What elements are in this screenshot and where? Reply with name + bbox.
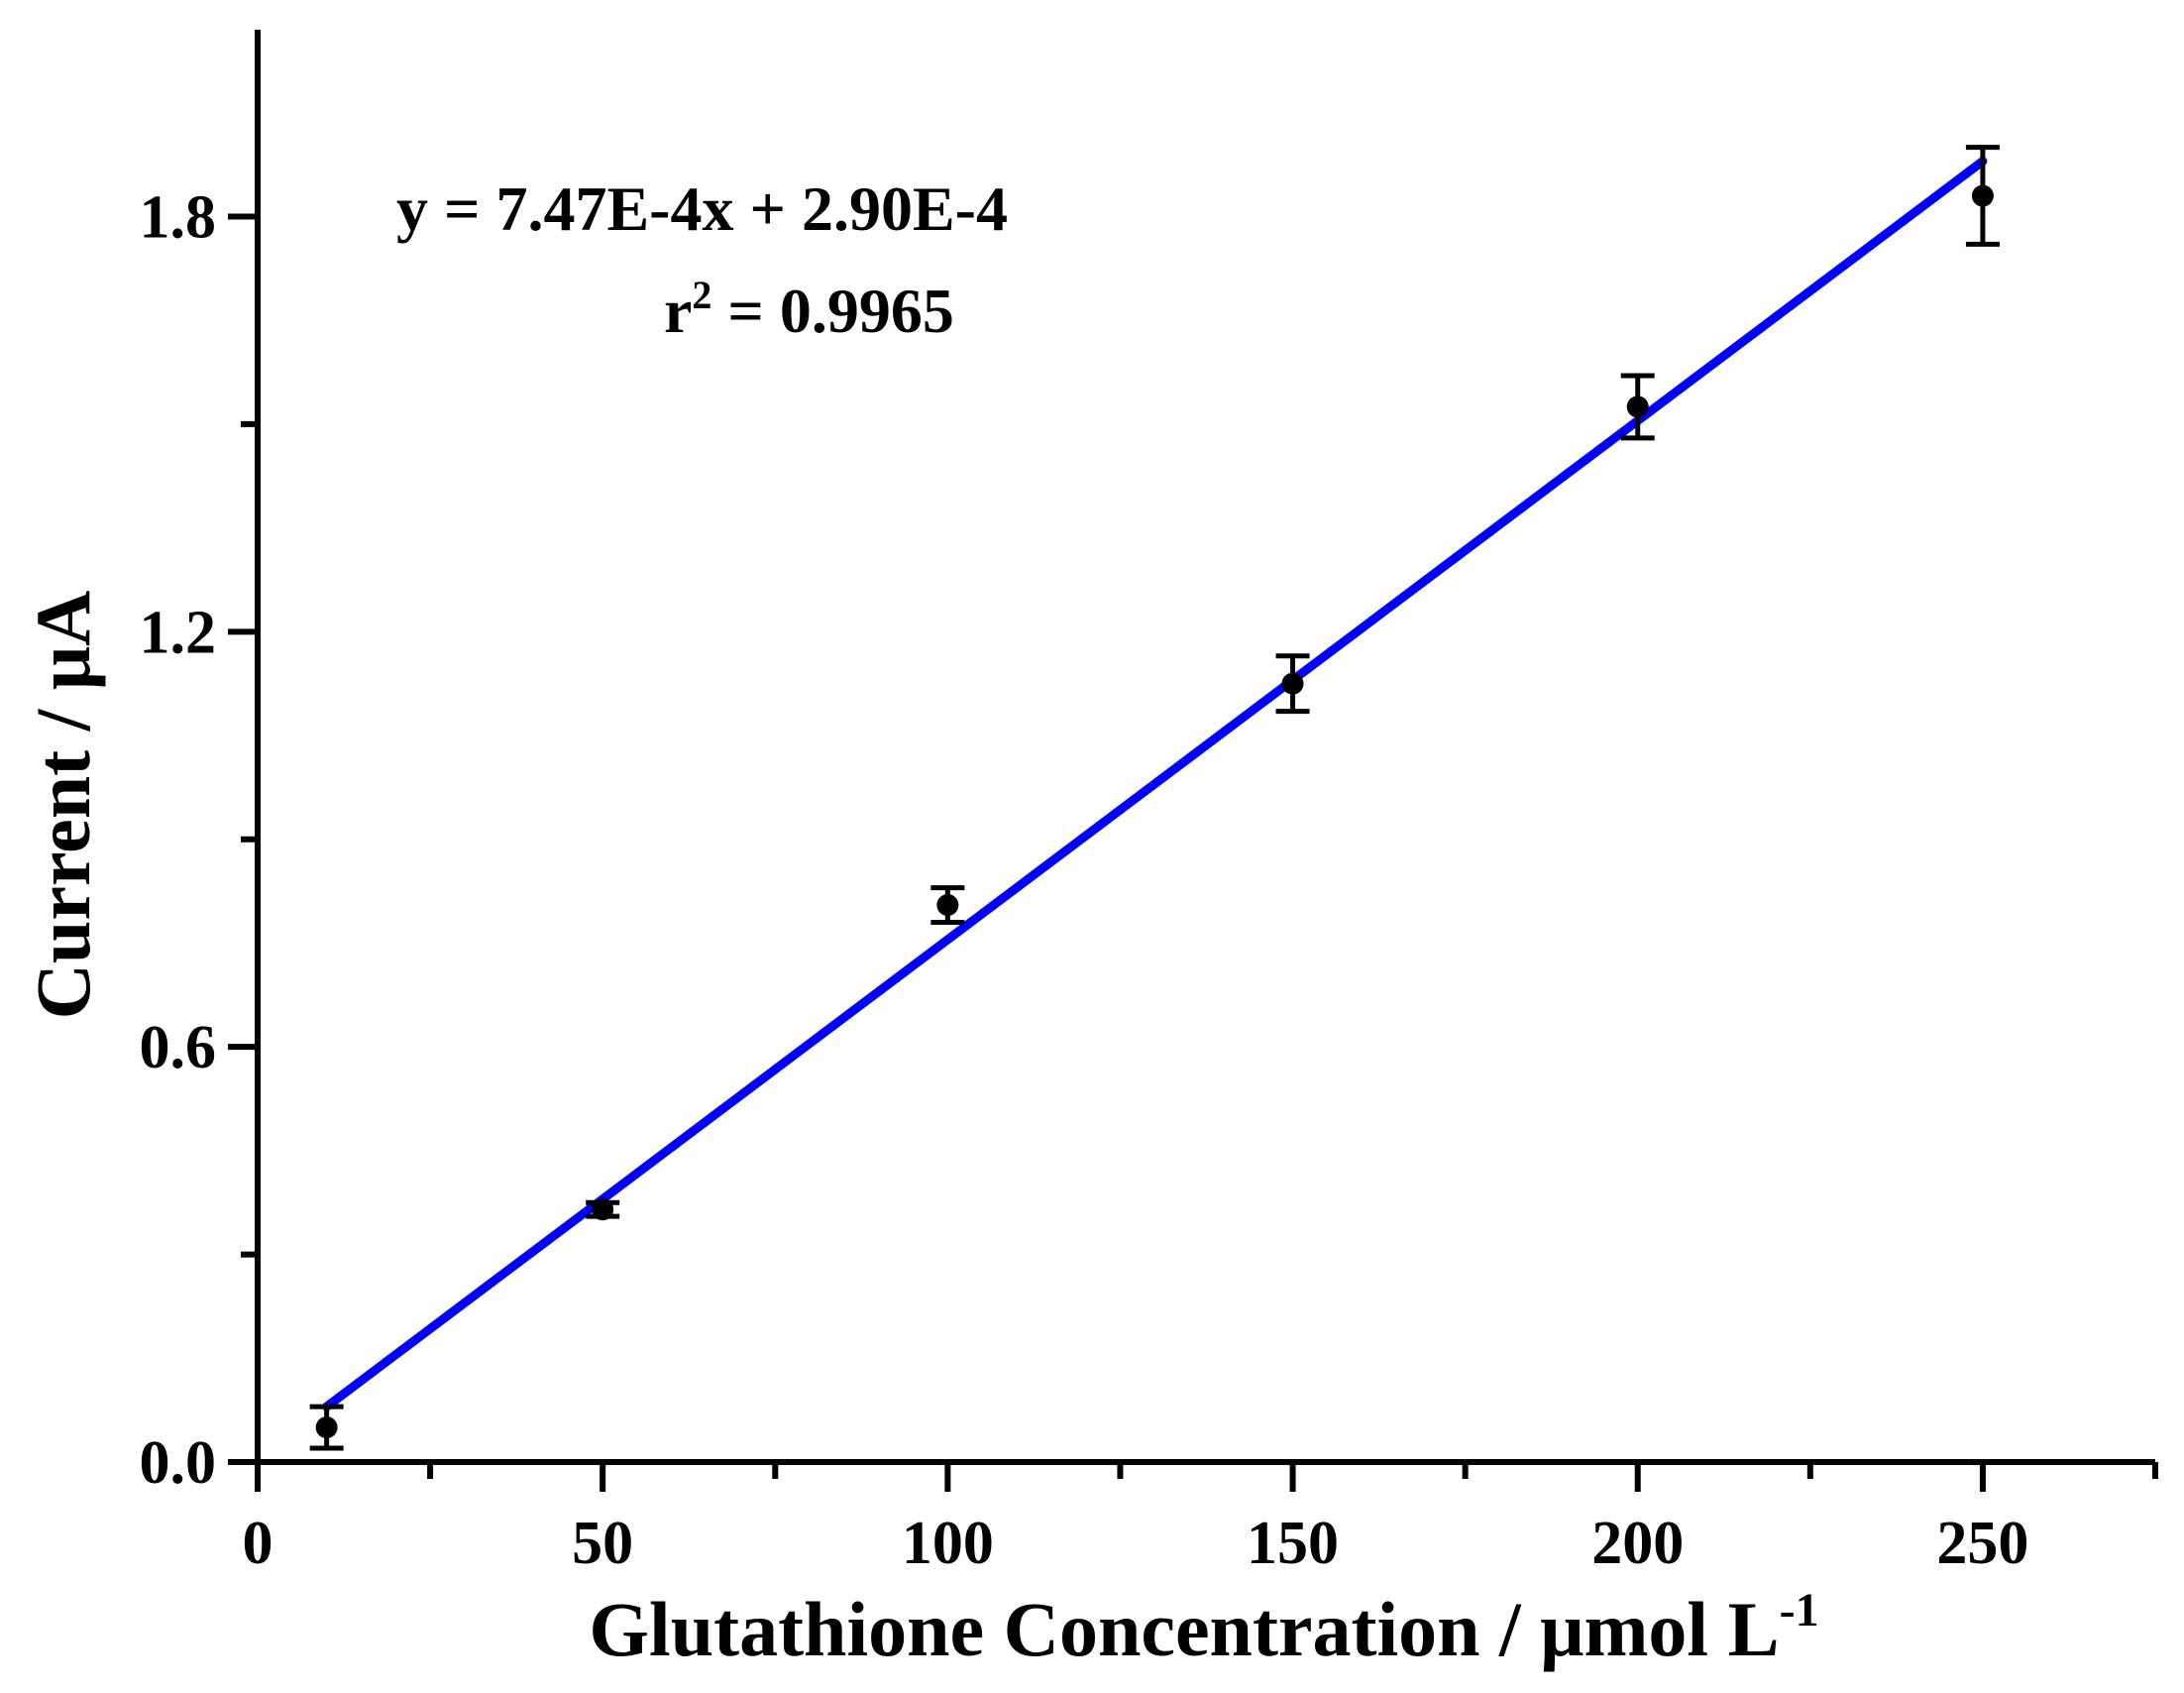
data-point bbox=[592, 1198, 614, 1221]
x-tick-label: 250 bbox=[1936, 1510, 2028, 1577]
y-tick-label: 0.6 bbox=[140, 1014, 217, 1081]
y-tick-label: 1.8 bbox=[140, 183, 217, 251]
data-point-group bbox=[1620, 373, 1655, 441]
y-axis-title: Current / μA bbox=[20, 591, 106, 1020]
x-tick-label: 0 bbox=[243, 1510, 273, 1577]
data-points bbox=[309, 145, 2000, 1451]
data-point bbox=[1626, 395, 1649, 418]
x-axis-title-superscript: -1 bbox=[1780, 1584, 1819, 1637]
data-point-group bbox=[930, 885, 965, 926]
data-point-group bbox=[309, 1404, 344, 1451]
data-point bbox=[315, 1416, 338, 1439]
data-point bbox=[936, 894, 959, 917]
r-squared-annotation: r2 = 0.9965 bbox=[664, 273, 954, 346]
data-point bbox=[1281, 672, 1304, 695]
x-tick-label: 200 bbox=[1591, 1510, 1684, 1577]
x-tick-label: 50 bbox=[572, 1510, 633, 1577]
x-tick-label: 150 bbox=[1247, 1510, 1339, 1577]
r-squared-value: = 0.9965 bbox=[711, 276, 953, 346]
data-point-group bbox=[586, 1198, 620, 1221]
x-axis-title: Glutathione Concentration / μmol L-1 bbox=[589, 1584, 1818, 1672]
x-axis-title-text: Glutathione Concentration / μmol L bbox=[589, 1586, 1779, 1672]
y-tick-label: 1.2 bbox=[140, 599, 217, 666]
fit-equation: y = 7.47E-4x + 2.90E-4 bbox=[396, 173, 1008, 244]
x-tick-label: 100 bbox=[902, 1510, 994, 1577]
r-squared-superscript: 2 bbox=[692, 273, 711, 317]
r-squared-label: r bbox=[664, 276, 692, 346]
data-point bbox=[1971, 184, 1994, 207]
data-point-group bbox=[1965, 145, 2000, 247]
y-tick-labels: 0.0 0.6 1.2 1.8 bbox=[140, 183, 217, 1497]
data-point-group bbox=[1275, 653, 1310, 715]
fit-line bbox=[322, 157, 1988, 1411]
y-tick-label: 0.0 bbox=[140, 1429, 217, 1497]
x-tick-labels: 0 50 100 150 200 250 bbox=[243, 1510, 2029, 1577]
axes bbox=[228, 30, 2158, 1492]
